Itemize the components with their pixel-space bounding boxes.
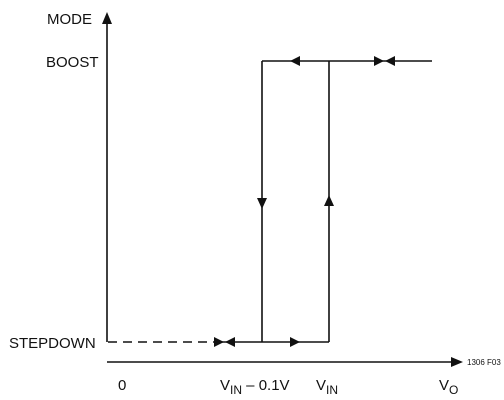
- down-arrow: [257, 198, 267, 209]
- vin-minus-symbol: V: [220, 377, 230, 394]
- vin-minus-subscript: IN: [230, 383, 242, 397]
- stepdown-label: STEPDOWN: [9, 335, 96, 352]
- y-axis-arrowhead: [102, 12, 112, 24]
- y-axis-label: MODE: [47, 11, 92, 28]
- x-axis-label: VO: [439, 377, 458, 397]
- stepdown-converge-arrow-right: [214, 337, 224, 347]
- vin-minus-suffix: – 0.1V: [242, 377, 290, 394]
- boost-leftward-arrow: [290, 56, 300, 66]
- boost-label: BOOST: [46, 54, 99, 71]
- stepdown-converge-arrow-left: [225, 337, 235, 347]
- vin-subscript: IN: [326, 383, 338, 397]
- stepdown-rightward-arrow: [290, 337, 300, 347]
- boost-converge-arrow-left: [385, 56, 395, 66]
- up-arrow: [324, 195, 334, 206]
- vin-label: VIN: [316, 377, 338, 397]
- vin-symbol: V: [316, 377, 326, 394]
- x-axis-arrowhead: [451, 357, 463, 367]
- x-axis-symbol: V: [439, 377, 449, 394]
- x-axis-subscript: O: [449, 383, 458, 397]
- boost-converge-arrow-right: [374, 56, 384, 66]
- vin-minus-label: VIN – 0.1V: [220, 377, 290, 397]
- figure-id-label: 1306 F03: [467, 358, 501, 367]
- origin-label: 0: [118, 377, 126, 394]
